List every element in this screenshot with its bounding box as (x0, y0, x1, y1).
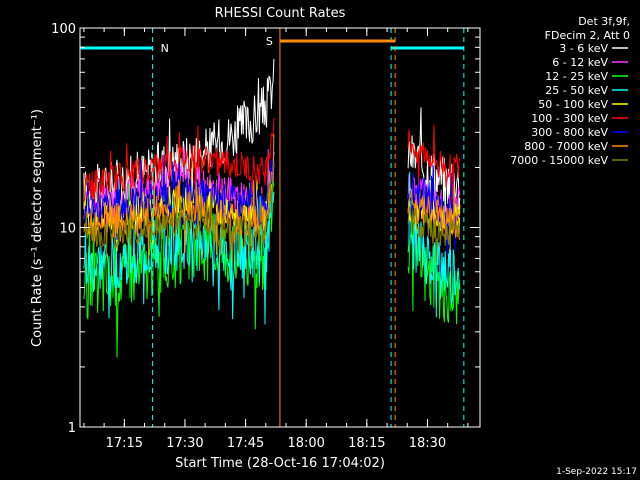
legend-label: 12 - 25 keV (545, 70, 608, 83)
legend-label: 50 - 100 keV (538, 98, 608, 111)
x-tick-label: 17:45 (227, 436, 264, 451)
x-tick-label: 18:15 (348, 436, 385, 451)
x-tick-label: 18:00 (287, 436, 324, 451)
saa-label: S (266, 35, 273, 48)
y-tick-label: 100 (51, 22, 76, 37)
legend-label: 7000 - 15000 keV (510, 154, 608, 167)
legend-label: 6 - 12 keV (552, 56, 608, 69)
timestamp: 1-Sep-2022 15:17 (556, 467, 637, 477)
legend-header-line: Det 3f,9f, (578, 15, 630, 28)
chart-title: RHESSI Count Rates (215, 6, 346, 21)
y-axis-label: Count Rate (s⁻¹ detector segment⁻¹) (30, 109, 45, 347)
x-tick-label: 17:15 (106, 436, 143, 451)
axis-layer: 17:15 17:30 17:45 18:00 18:15 18:30 1 10 100 (51, 22, 480, 451)
series-line-25-50-kev (83, 171, 461, 325)
y-tick-label: 10 (59, 222, 76, 237)
legend-label: 25 - 50 keV (545, 84, 608, 97)
x-axis-label: Start Time (28-Oct-16 17:04:02) (175, 456, 385, 471)
legend-label: 3 - 6 keV (559, 42, 608, 55)
legend-label: 800 - 7000 keV (524, 140, 608, 153)
legend-header-line: FDecim 2, Att 0 (545, 29, 630, 42)
y-tick-label: 1 (68, 421, 76, 436)
legend-label: 100 - 300 keV (531, 112, 608, 125)
series-layer (83, 58, 461, 358)
x-tick-label: 17:30 (166, 436, 203, 451)
night-label: N (161, 42, 169, 55)
legend-label: 300 - 800 keV (531, 126, 608, 139)
x-tick-label: 18:30 (409, 436, 446, 451)
series-line-7000-15000-kev (83, 161, 461, 264)
